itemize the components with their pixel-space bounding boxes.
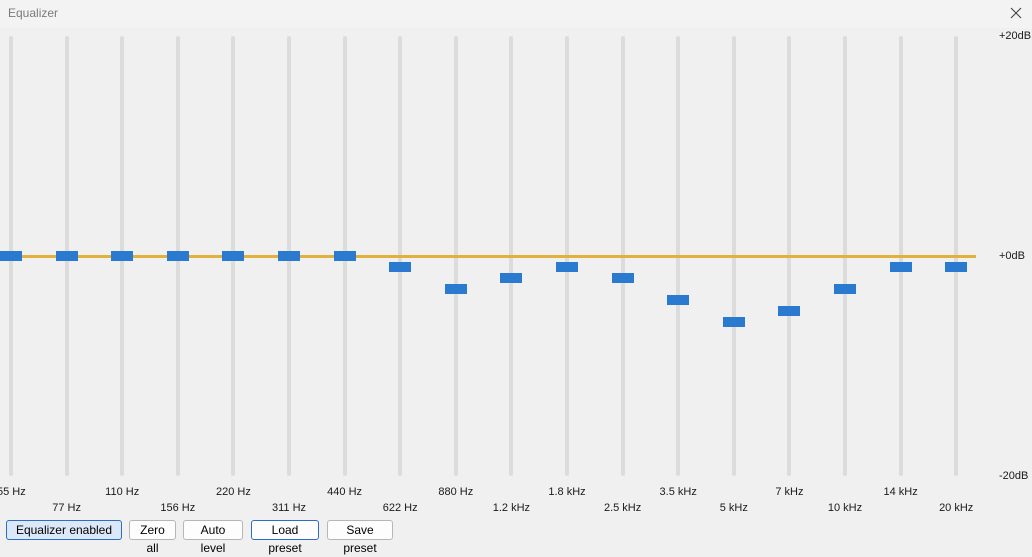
band-frequency-label: 622 Hz bbox=[382, 502, 418, 514]
band-slider-handle[interactable] bbox=[722, 317, 745, 327]
band-frequency-label: 14 kHz bbox=[883, 486, 918, 498]
band-slider-handle[interactable] bbox=[389, 262, 412, 272]
band-frequency-label: 5 kHz bbox=[719, 502, 748, 514]
title-bar: Equalizer bbox=[0, 0, 1032, 28]
band-slider-handle[interactable] bbox=[0, 251, 22, 261]
band-slider-handle[interactable] bbox=[611, 273, 634, 283]
band-frequency-label: 20 kHz bbox=[939, 502, 974, 514]
close-icon bbox=[1010, 7, 1022, 19]
db-min-label: -20dB bbox=[999, 470, 1029, 482]
band-slider-handle[interactable] bbox=[278, 251, 300, 261]
band-frequency-label: 440 Hz bbox=[327, 486, 363, 498]
band-slider-handle[interactable] bbox=[834, 284, 856, 294]
band-slider-handle[interactable] bbox=[667, 295, 690, 305]
save-preset-button[interactable]: Save preset bbox=[327, 520, 393, 555]
band-slider-handle[interactable] bbox=[222, 251, 245, 261]
db-max-label: +20dB bbox=[999, 30, 1032, 42]
close-button[interactable] bbox=[1000, 0, 1032, 26]
db-zero-label: +0dB bbox=[999, 250, 1025, 262]
zero-all-button[interactable]: Zero all bbox=[129, 520, 176, 555]
equalizer-enabled-button[interactable]: Equalizer enabled bbox=[6, 520, 122, 540]
band-frequency-label: 1.2 kHz bbox=[492, 502, 531, 514]
band-frequency-label: 77 Hz bbox=[52, 502, 81, 514]
band-slider-handle[interactable] bbox=[111, 251, 134, 261]
band-slider-handle[interactable] bbox=[556, 262, 578, 272]
equalizer-panel: +20dB +0dB -20dB 55 Hz 77 Hz 110 Hz 156 Hz 2… bbox=[0, 28, 1032, 518]
band-slider-handle[interactable] bbox=[166, 251, 189, 261]
band-slider-handle[interactable] bbox=[945, 262, 968, 272]
band-frequency-label: 880 Hz bbox=[438, 486, 474, 498]
band-slider-handle[interactable] bbox=[55, 251, 78, 261]
band-slider-handle[interactable] bbox=[444, 284, 467, 294]
band-frequency-label: 10 kHz bbox=[827, 502, 863, 514]
band-frequency-label: 55 Hz bbox=[0, 486, 26, 498]
band-frequency-label: 156 Hz bbox=[160, 502, 196, 514]
button-bar: Equalizer enabled Zero all Auto level Lo… bbox=[0, 518, 1032, 555]
band-frequency-label: 311 Hz bbox=[271, 502, 307, 514]
band-frequency-label: 110 Hz bbox=[105, 486, 140, 498]
band-frequency-label: 2.5 kHz bbox=[603, 502, 642, 514]
band-frequency-label: 3.5 kHz bbox=[659, 486, 697, 498]
band-slider-handle[interactable] bbox=[889, 262, 912, 272]
band-slider-handle[interactable] bbox=[500, 273, 523, 283]
band-slider-handle[interactable] bbox=[778, 306, 801, 316]
window-title: Equalizer bbox=[8, 6, 59, 20]
band-frequency-label: 220 Hz bbox=[215, 486, 251, 498]
band-frequency-label: 1.8 kHz bbox=[548, 486, 586, 498]
zero-db-line bbox=[0, 255, 977, 258]
band-frequency-label: 7 kHz bbox=[775, 486, 804, 498]
load-preset-button[interactable]: Load preset bbox=[251, 520, 319, 555]
auto-level-button[interactable]: Auto level bbox=[183, 520, 243, 555]
band-slider-handle[interactable] bbox=[333, 251, 356, 261]
